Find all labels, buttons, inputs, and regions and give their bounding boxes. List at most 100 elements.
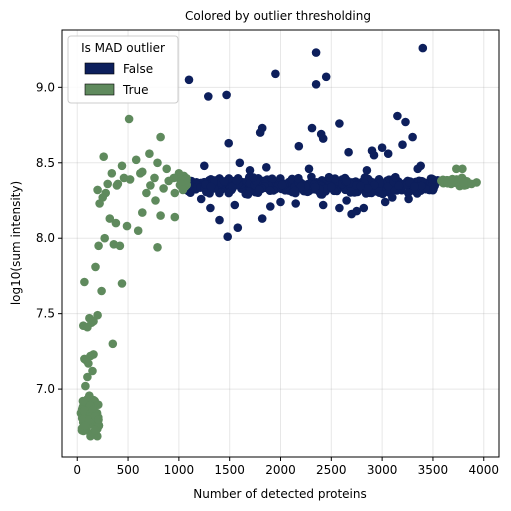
point-true bbox=[83, 372, 92, 382]
point-true bbox=[105, 214, 115, 223]
point-true bbox=[138, 208, 147, 217]
point-true bbox=[91, 262, 100, 272]
point-false bbox=[265, 186, 275, 195]
point-false bbox=[296, 182, 306, 192]
y-tick-label: 8.0 bbox=[36, 231, 55, 245]
point-false bbox=[383, 149, 393, 158]
point-true bbox=[99, 152, 108, 161]
point-false bbox=[206, 203, 215, 213]
point-true bbox=[111, 218, 121, 228]
point-false bbox=[324, 172, 334, 182]
point-false bbox=[417, 181, 426, 191]
point-true bbox=[80, 277, 89, 287]
point-false bbox=[418, 43, 428, 53]
point-false bbox=[327, 182, 336, 192]
point-true bbox=[88, 366, 97, 376]
x-tick-label: 0 bbox=[73, 463, 81, 477]
y-tick-label: 7.5 bbox=[36, 307, 55, 321]
point-true bbox=[452, 164, 461, 174]
point-false bbox=[224, 188, 234, 198]
point-false bbox=[403, 188, 413, 198]
point-false bbox=[223, 232, 232, 241]
x-tick-label: 1500 bbox=[214, 463, 245, 477]
point-false bbox=[224, 138, 233, 148]
point-false bbox=[304, 164, 314, 174]
point-false bbox=[228, 182, 237, 191]
point-false bbox=[352, 206, 362, 216]
point-true bbox=[446, 179, 456, 189]
point-false bbox=[311, 80, 321, 89]
point-false bbox=[245, 166, 255, 175]
legend-title: Is MAD outlier bbox=[81, 41, 165, 55]
point-false bbox=[356, 181, 365, 191]
point-false bbox=[204, 92, 213, 101]
point-false bbox=[222, 90, 231, 100]
point-true bbox=[112, 181, 122, 190]
point-false bbox=[321, 72, 331, 82]
point-true bbox=[170, 188, 180, 198]
legend-swatch-true bbox=[84, 83, 115, 96]
point-true bbox=[80, 421, 90, 430]
point-false bbox=[266, 202, 275, 211]
point-true bbox=[108, 339, 118, 349]
point-false bbox=[369, 150, 379, 160]
point-true bbox=[458, 164, 467, 174]
point-false bbox=[219, 177, 229, 186]
point-true bbox=[150, 173, 159, 183]
point-false bbox=[401, 117, 410, 127]
point-false bbox=[335, 203, 344, 213]
point-true bbox=[90, 425, 100, 435]
x-tick-label: 2500 bbox=[316, 463, 347, 477]
point-true bbox=[136, 169, 145, 178]
point-true bbox=[170, 212, 180, 222]
point-true bbox=[145, 149, 154, 158]
point-true bbox=[162, 164, 171, 174]
point-false bbox=[257, 214, 267, 223]
point-false bbox=[310, 182, 320, 192]
point-false bbox=[344, 147, 353, 157]
point-true bbox=[153, 243, 162, 252]
x-tick-label: 4000 bbox=[468, 463, 499, 477]
point-false bbox=[377, 143, 387, 152]
point-false bbox=[410, 182, 419, 191]
point-true bbox=[93, 185, 102, 195]
point-true bbox=[109, 240, 119, 249]
x-tick-label: 500 bbox=[117, 463, 140, 477]
legend-swatch-false bbox=[84, 62, 115, 75]
point-true bbox=[89, 316, 98, 326]
point-true bbox=[151, 196, 160, 205]
point-false bbox=[429, 184, 438, 194]
point-true bbox=[122, 221, 132, 231]
point-false bbox=[394, 181, 404, 190]
point-false bbox=[267, 174, 277, 183]
point-true bbox=[156, 132, 165, 142]
point-false bbox=[311, 48, 321, 57]
point-true bbox=[83, 322, 92, 332]
point-false bbox=[398, 140, 407, 149]
x-tick-label: 2000 bbox=[265, 463, 296, 477]
point-false bbox=[200, 161, 209, 171]
point-false bbox=[277, 180, 287, 190]
point-true bbox=[142, 188, 151, 198]
y-axis-label: log10(sum intensity) bbox=[9, 181, 23, 305]
y-tick-label: 9.0 bbox=[36, 80, 55, 94]
point-false bbox=[235, 158, 245, 168]
point-false bbox=[363, 184, 373, 193]
point-true bbox=[117, 279, 127, 288]
grid-layer bbox=[62, 30, 499, 457]
x-tick-label: 3000 bbox=[367, 463, 398, 477]
point-false bbox=[271, 69, 280, 79]
point-false bbox=[254, 185, 264, 195]
point-false bbox=[342, 176, 352, 186]
point-false bbox=[413, 164, 423, 174]
point-false bbox=[255, 128, 265, 137]
point-true bbox=[124, 114, 134, 124]
point-false bbox=[276, 197, 285, 207]
point-true bbox=[107, 169, 117, 178]
point-true bbox=[85, 391, 94, 401]
point-true bbox=[81, 381, 90, 391]
x-tick-label: 1000 bbox=[164, 463, 195, 477]
point-false bbox=[335, 119, 344, 128]
x-axis-label: Number of detected proteins bbox=[193, 487, 367, 501]
